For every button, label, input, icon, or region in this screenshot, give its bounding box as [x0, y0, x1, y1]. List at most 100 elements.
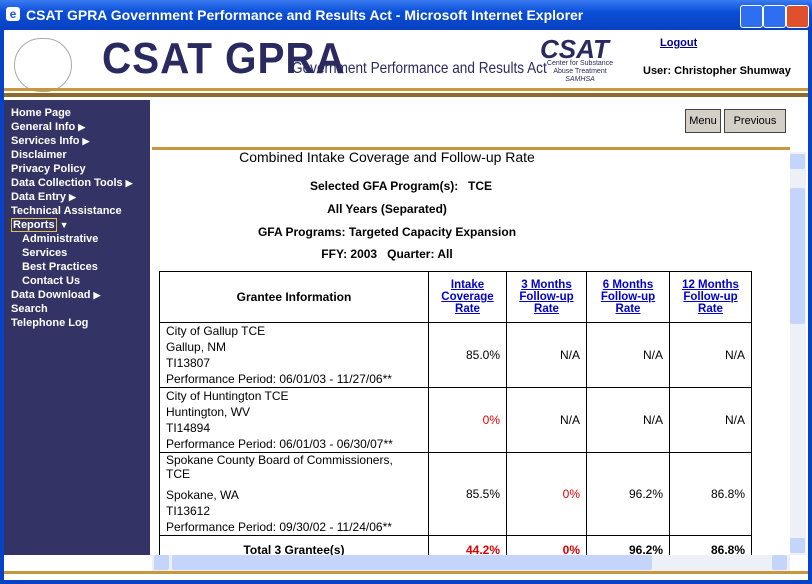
- site-logo: CSAT GPRA: [102, 34, 346, 83]
- period-label: FFY: 2003 Quarter: All: [152, 247, 622, 261]
- rate-cell: 85.0%: [428, 322, 507, 388]
- logout-link[interactable]: Logout: [660, 37, 698, 49]
- nav-label: General Info: [11, 121, 76, 133]
- minimize-button[interactable]: [740, 5, 763, 28]
- footer-rule: [4, 571, 808, 574]
- previous-button[interactable]: Previous: [724, 109, 786, 133]
- horizontal-scrollbar[interactable]: [152, 555, 790, 571]
- rate-cell: 0%: [506, 452, 587, 536]
- scroll-thumb[interactable]: [172, 555, 652, 570]
- total-rate: 0%: [506, 535, 587, 555]
- nav-subitem[interactable]: Administrative: [22, 233, 99, 245]
- nav-item[interactable]: Telephone Log: [11, 317, 89, 329]
- csat-line: Center for Substance: [546, 60, 614, 67]
- grantee-name: City of Huntington TCE: [166, 389, 289, 403]
- rate-cell: 85.5%: [428, 452, 507, 536]
- column-header-link[interactable]: 3 Months Follow-up Rate: [519, 279, 574, 315]
- total-rate: 44.2%: [428, 535, 507, 555]
- rate-cell: N/A: [669, 322, 752, 388]
- scroll-thumb[interactable]: [790, 188, 805, 324]
- quarter: Quarter: All: [387, 247, 453, 261]
- years-label: All Years (Separated): [327, 202, 447, 216]
- site-subtitle: Government Performance and Results Act: [292, 60, 547, 77]
- nav-item[interactable]: Data Entry ▶: [11, 191, 76, 203]
- gfa-label: GFA Programs: Targeted Capacity Expansio…: [257, 225, 517, 239]
- rate-cell: 0%: [428, 387, 507, 453]
- nav-label: Data Download: [11, 289, 91, 301]
- total-label: Total 3 Grantee(s): [159, 535, 429, 555]
- page: CSAT GPRA Government Performance and Res…: [4, 30, 808, 580]
- csat-logo-text: Center for Substance Abuse Treatment SAM…: [540, 60, 620, 84]
- user-label: User: Christopher Shumway: [643, 65, 791, 77]
- scroll-right[interactable]: [772, 555, 787, 570]
- nav-item[interactable]: Privacy Policy: [11, 163, 86, 175]
- grantee-period: Performance Period: 06/01/03 - 11/27/06*…: [166, 372, 392, 386]
- csat-line: Abuse Treatment: [553, 68, 607, 75]
- scroll-down[interactable]: [790, 538, 805, 553]
- scroll-up[interactable]: [790, 154, 805, 169]
- rate-cell: 86.8%: [669, 452, 752, 536]
- nav-menu: Home Page General Info ▶ Services Info ▶ D…: [4, 100, 150, 555]
- content-rule: [152, 147, 790, 150]
- csat-line: SAMHSA: [565, 76, 595, 83]
- nav-item[interactable]: Disclaimer: [11, 149, 67, 161]
- nav-item[interactable]: Technical Assistance: [11, 205, 122, 217]
- nav-item[interactable]: Reports ▼: [11, 218, 69, 232]
- grantee-name: Spokane County Board of Commissioners, T…: [166, 453, 393, 481]
- nav-item[interactable]: Data Collection Tools ▶: [11, 177, 133, 189]
- nav-subitem[interactable]: Services: [22, 247, 68, 259]
- grantee-name: City of Gallup TCE: [166, 324, 266, 338]
- program-value: TCE: [468, 179, 492, 193]
- vertical-scrollbar[interactable]: [790, 152, 806, 555]
- nav-subitem[interactable]: Contact Us: [22, 275, 81, 287]
- ie-icon: e: [6, 7, 20, 21]
- close-button[interactable]: [786, 5, 809, 28]
- nav-label: Data Entry: [11, 191, 67, 203]
- grantee-row: Spokane County Board of Commissioners, T…: [159, 452, 752, 536]
- grantee-period: Performance Period: 09/30/02 - 11/24/06*…: [166, 520, 392, 534]
- total-row: Total 3 Grantee(s) 44.2% 0% 96.2% 86.8%: [159, 535, 752, 555]
- nav-label: Data Collection Tools: [11, 177, 123, 189]
- column-header-link[interactable]: Intake Coverage Rate: [441, 279, 494, 315]
- grantee-period: Performance Period: 06/01/03 - 06/30/07*…: [166, 437, 393, 451]
- nav-item[interactable]: Data Download ▶: [11, 289, 101, 301]
- nav-subitem[interactable]: Best Practices: [22, 261, 98, 273]
- maximize-button[interactable]: [763, 5, 786, 28]
- rate-cell: N/A: [586, 322, 670, 388]
- rate-cell: N/A: [506, 387, 587, 453]
- header-rule: [4, 93, 808, 97]
- nav-item[interactable]: Search: [11, 303, 48, 315]
- csat-logo: CSAT: [540, 34, 609, 64]
- grantee-id: TI13807: [166, 356, 211, 370]
- nav-label: Services Info: [11, 135, 80, 147]
- grantee-row: City of Huntington TCE Huntington, WV TI14…: [159, 387, 752, 453]
- scroll-left[interactable]: [154, 555, 169, 570]
- rate-cell: N/A: [669, 387, 752, 453]
- report-area: Combined Intake Coverage and Follow-up R…: [152, 152, 790, 555]
- hhs-logo: [14, 38, 72, 92]
- ffy: FFY: 2003: [321, 247, 378, 261]
- window-title: CSAT GPRA Government Performance and Res…: [26, 7, 584, 23]
- nav-item[interactable]: Services Info ▶: [11, 135, 90, 147]
- column-header: Grantee Information: [159, 271, 429, 323]
- nav-item[interactable]: General Info ▶: [11, 121, 86, 133]
- header-rule: [4, 88, 808, 91]
- rate-cell: N/A: [506, 322, 587, 388]
- menu-button[interactable]: Menu: [685, 109, 721, 133]
- grantee-id: TI13612: [166, 504, 211, 518]
- rate-cell: 96.2%: [586, 452, 670, 536]
- report-title: Combined Intake Coverage and Follow-up R…: [239, 152, 535, 165]
- grantee-location: Huntington, WV: [166, 405, 251, 419]
- program-label: Selected GFA Program(s):: [310, 179, 459, 193]
- report-table: Grantee Information Intake Coverage Rate…: [159, 271, 752, 555]
- column-header-link[interactable]: 6 Months Follow-up Rate: [600, 279, 656, 315]
- grantee-row: City of Gallup TCE Gallup, NM TI13807 Perfo…: [159, 322, 752, 388]
- nav-label: Reports: [11, 218, 57, 232]
- total-rate: 96.2%: [586, 535, 670, 555]
- column-header-link[interactable]: 12 Months Follow-up Rate: [682, 279, 739, 315]
- rate-cell: N/A: [586, 387, 670, 453]
- total-rate: 86.8%: [669, 535, 752, 555]
- title-bar: e CSAT GPRA Government Performance and R…: [0, 0, 812, 30]
- nav-item[interactable]: Home Page: [11, 107, 71, 119]
